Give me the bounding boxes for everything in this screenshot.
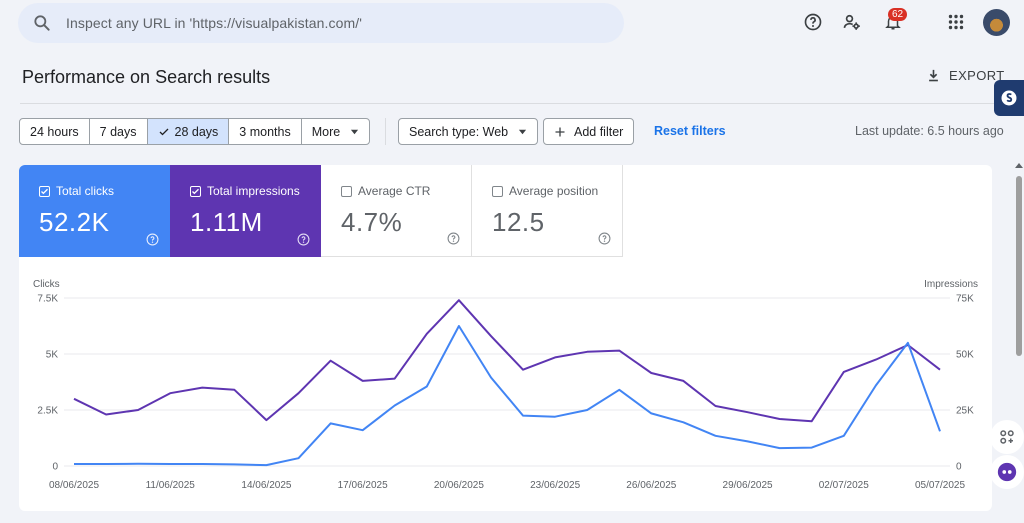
manage-users-icon[interactable] xyxy=(841,11,863,33)
plus-icon xyxy=(555,127,565,136)
add-filter-button[interactable]: Add filter xyxy=(543,118,635,145)
search-icon xyxy=(34,15,50,31)
url-inspection-search[interactable]: Inspect any URL in 'https://visualpakist… xyxy=(18,3,624,43)
date-range-selector: 24 hours 7 days 28 days 3 months More xyxy=(19,118,371,145)
page-scrollbar[interactable] xyxy=(1014,158,1024,523)
metric-value: 52.2K xyxy=(39,207,110,237)
performance-card: Total clicks 52.2K Total impressions 1.1… xyxy=(19,165,992,511)
export-button[interactable]: EXPORT xyxy=(926,68,1005,83)
floating-assistant-button[interactable] xyxy=(990,455,1024,489)
scroll-up-icon[interactable] xyxy=(1014,161,1024,171)
metric-total-clicks[interactable]: Total clicks 52.2K xyxy=(19,165,170,257)
header-divider xyxy=(20,103,1008,104)
help-icon[interactable] xyxy=(598,232,611,245)
floating-tools-button[interactable] xyxy=(990,420,1024,454)
assistant-bot-icon xyxy=(997,462,1017,482)
page-title: Performance on Search results xyxy=(22,67,271,87)
extension-logo-icon xyxy=(1001,90,1017,106)
filter-divider xyxy=(385,118,386,145)
apps-grid-icon[interactable] xyxy=(945,11,967,33)
extension-side-tab[interactable] xyxy=(994,80,1024,116)
checkbox-checked-icon[interactable] xyxy=(39,185,50,197)
metric-average-position[interactable]: Average position 12.5 xyxy=(472,165,623,257)
check-icon xyxy=(159,128,168,135)
notification-count-badge: 62 xyxy=(888,8,908,21)
metric-average-ctr[interactable]: Average CTR 4.7% xyxy=(321,165,472,257)
caret-down-icon xyxy=(351,129,359,135)
caret-down-icon xyxy=(519,129,527,135)
date-option-24h[interactable]: 24 hours xyxy=(20,119,90,144)
search-input[interactable]: Inspect any URL in 'https://visualpakist… xyxy=(66,15,362,31)
date-option-28d[interactable]: 28 days xyxy=(147,119,230,144)
date-option-more[interactable]: More xyxy=(302,119,369,144)
help-icon[interactable] xyxy=(447,232,460,245)
last-update-text: Last update: 6.5 hours ago xyxy=(855,124,1004,138)
help-icon[interactable] xyxy=(297,233,310,246)
metric-value: 12.5 xyxy=(492,207,545,237)
account-avatar[interactable] xyxy=(983,9,1010,36)
reset-filters-link[interactable]: Reset filters xyxy=(654,124,726,138)
top-bar: Inspect any URL in 'https://visualpakist… xyxy=(0,0,1024,46)
checkbox-unchecked-icon[interactable] xyxy=(341,185,352,197)
help-icon[interactable] xyxy=(146,233,159,246)
checkbox-unchecked-icon[interactable] xyxy=(492,185,503,197)
metric-value: 4.7% xyxy=(341,207,403,237)
help-icon[interactable] xyxy=(802,11,824,33)
scrollbar-thumb[interactable] xyxy=(1016,176,1022,356)
export-label: EXPORT xyxy=(949,68,1005,83)
metric-total-impressions[interactable]: Total impressions 1.11M xyxy=(170,165,321,257)
date-option-3m[interactable]: 3 months xyxy=(229,119,302,144)
date-option-7d[interactable]: 7 days xyxy=(90,119,148,144)
checkbox-checked-icon[interactable] xyxy=(190,185,201,197)
tools-icon xyxy=(1000,430,1014,444)
download-icon xyxy=(929,69,938,82)
metric-value: 1.11M xyxy=(190,207,263,237)
search-type-dropdown[interactable]: Search type: Web xyxy=(398,118,539,145)
